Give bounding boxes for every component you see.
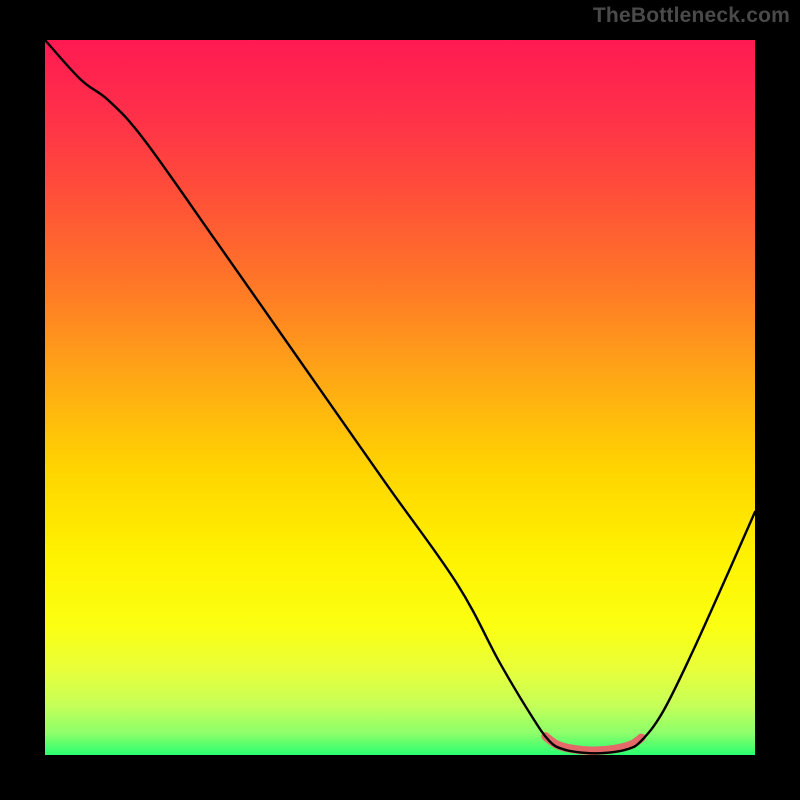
chart-container: TheBottleneck.com	[0, 0, 800, 800]
watermark-label: TheBottleneck.com	[593, 4, 790, 28]
bottleneck-chart	[0, 0, 800, 800]
plot-background	[45, 40, 755, 755]
